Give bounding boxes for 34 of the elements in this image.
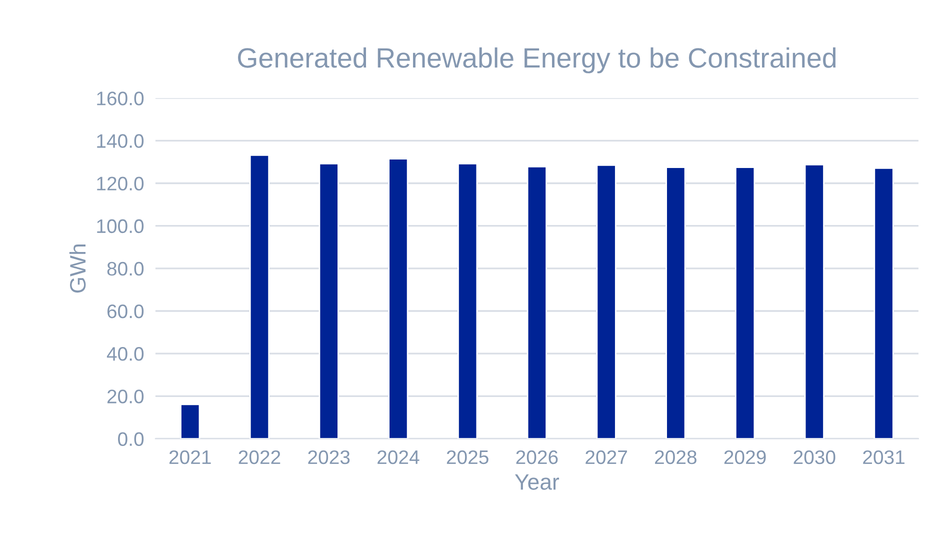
x-tick-label: 2031 [863,450,904,464]
bar [388,158,408,439]
bar [804,164,824,439]
y-tick-label: 0.0 [118,432,144,446]
bar [666,166,686,439]
bar [180,404,200,439]
y-tick-label: 40.0 [106,347,144,361]
x-tick-label: 2021 [169,450,211,464]
bar [249,154,270,439]
x-tick-label: 2025 [446,450,488,464]
x-tick-label: 2026 [516,450,558,464]
y-tick-label: 120.0 [97,176,144,190]
y-tick-label: 160.0 [97,92,144,106]
bar [526,166,547,439]
y-tick-label: 20.0 [107,390,144,404]
x-tick-label: 2028 [655,450,696,464]
x-tick-label: 2022 [238,450,280,464]
x-tick-label: 2030 [794,450,836,464]
y-tick-label: 60.0 [107,304,144,318]
y-tick-label: 80.0 [107,262,144,276]
y-tick-label: 140.0 [97,134,144,148]
y-tick-label: 100.0 [97,219,144,234]
x-axis-title: Year [514,474,560,490]
bar [458,162,478,439]
x-tick-label: 2029 [724,450,766,464]
x-tick-label: 2024 [378,450,420,464]
bar [874,167,894,439]
chart-title: Generated Renewable Energy to be Constrained [238,47,836,74]
x-tick-label: 2023 [308,450,350,464]
bar [596,164,616,439]
bar [734,166,756,439]
x-tick-label: 2027 [586,450,627,464]
bar [318,162,339,439]
y-axis-title: GWh [69,244,86,293]
